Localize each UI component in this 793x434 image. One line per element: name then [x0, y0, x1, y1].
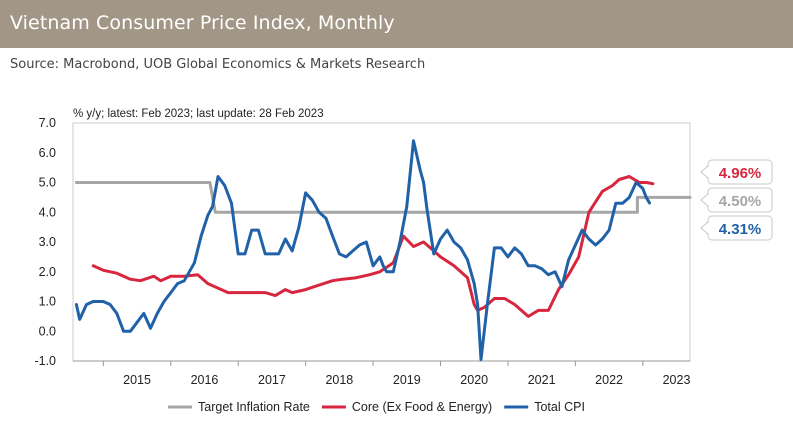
- callout-pointer: [700, 220, 709, 236]
- y-tick-label: 5.0: [39, 176, 56, 190]
- x-tick-label: 2016: [191, 373, 219, 387]
- y-axis: 7.0 6.0 5.0 4.0 3.0 2.0 1.0 0.0 -1.0: [34, 116, 56, 368]
- x-tick-label: 2018: [325, 373, 353, 387]
- legend-core-ex-food-energy: Core (Ex Food & Energy): [321, 400, 492, 414]
- series-line-total-cpi: [74, 139, 651, 361]
- legend-target-inflation-rate: Target Inflation Rate: [168, 400, 310, 414]
- title-bar: Vietnam Consumer Price Index, Monthly: [0, 0, 793, 48]
- callout-1: 4.96%: [700, 159, 773, 185]
- callout-joint: [707, 223, 709, 233]
- series-lines: [74, 139, 692, 361]
- callout-3: 4.31%: [700, 215, 773, 241]
- x-tick-label: 2019: [393, 373, 421, 387]
- x-tick-label: 2017: [258, 373, 286, 387]
- value-callouts: 4.96% 4.50% 4.31%: [700, 159, 773, 241]
- legend-total-cpi: Total CPI: [504, 400, 585, 414]
- y-tick-label: 1.0: [39, 295, 56, 309]
- callout-label: 4.31%: [719, 221, 762, 238]
- callout-joint: [707, 167, 709, 177]
- legend: Target Inflation Rate Core (Ex Food & Ene…: [168, 400, 585, 414]
- callout-joint: [707, 195, 709, 205]
- legend-label: Core (Ex Food & Energy): [352, 400, 492, 414]
- callout-label: 4.50%: [719, 193, 762, 210]
- y-tick-label: 0.0: [39, 324, 56, 338]
- y-tick-label: 6.0: [39, 146, 56, 160]
- x-tick-label: 2022: [595, 373, 623, 387]
- x-tick-label: 2015: [123, 373, 151, 387]
- callout-pointer: [700, 192, 709, 208]
- callout-pointer: [700, 164, 709, 180]
- callout-label: 4.96%: [719, 165, 762, 182]
- y-tick-label: 4.0: [39, 205, 56, 219]
- source-note: Source: Macrobond, UOB Global Economics …: [10, 57, 426, 72]
- chart-subtitle: % y/y; latest: Feb 2023; last update: 28…: [73, 108, 324, 120]
- plot-area: [72, 122, 691, 362]
- x-tick-label: 2021: [528, 373, 556, 387]
- y-tick-label: 3.0: [39, 235, 56, 249]
- x-tick-label: 2020: [460, 373, 488, 387]
- legend-label: Target Inflation Rate: [198, 400, 310, 414]
- legend-label: Total CPI: [534, 400, 585, 414]
- x-axis: 2015 2016 2017 2018 2019 2020 2021 2022 2023: [73, 360, 691, 387]
- y-tick-label: 7.0: [39, 116, 56, 130]
- x-tick-label: 2023: [663, 373, 691, 387]
- y-tick-label: 2.0: [39, 265, 56, 279]
- y-tick-label: -1.0: [34, 354, 56, 368]
- chart-title: Vietnam Consumer Price Index, Monthly: [10, 12, 395, 34]
- callout-2: 4.50%: [700, 187, 773, 213]
